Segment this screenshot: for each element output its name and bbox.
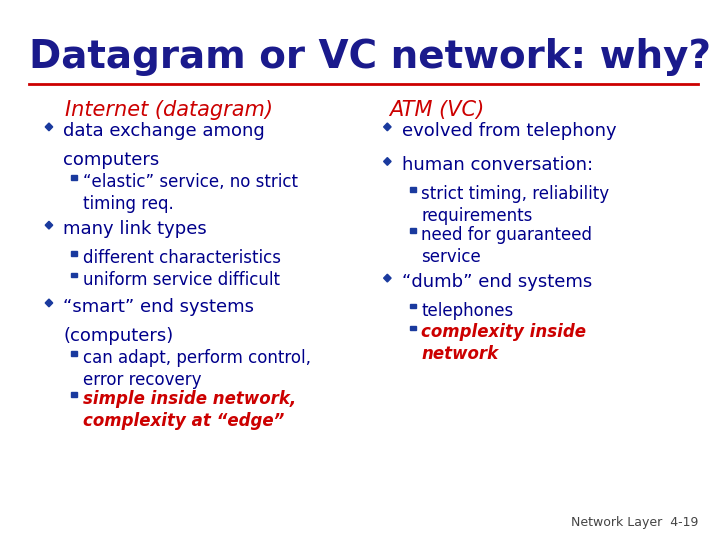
Text: timing req.: timing req. [83, 195, 174, 213]
Text: (computers): (computers) [63, 327, 174, 345]
Text: strict timing, reliability: strict timing, reliability [421, 185, 609, 203]
Text: complexity at “edge”: complexity at “edge” [83, 412, 284, 430]
Text: service: service [421, 248, 481, 266]
Text: “smart” end systems: “smart” end systems [63, 298, 254, 315]
Text: telephones: telephones [421, 302, 513, 320]
Text: human conversation:: human conversation: [402, 156, 593, 174]
Text: Internet (datagram): Internet (datagram) [65, 100, 273, 120]
Text: many link types: many link types [63, 220, 207, 238]
Text: Datagram or VC network: why?: Datagram or VC network: why? [29, 38, 711, 76]
Text: complexity inside: complexity inside [421, 323, 586, 341]
Text: Network Layer  4-19: Network Layer 4-19 [571, 516, 698, 529]
Text: evolved from telephony: evolved from telephony [402, 122, 616, 139]
Text: ATM (VC): ATM (VC) [389, 100, 484, 120]
Text: different characteristics: different characteristics [83, 249, 281, 267]
Text: “dumb” end systems: “dumb” end systems [402, 273, 592, 291]
Text: need for guaranteed: need for guaranteed [421, 226, 593, 244]
Text: error recovery: error recovery [83, 371, 202, 389]
Text: “elastic” service, no strict: “elastic” service, no strict [83, 173, 298, 191]
Text: requirements: requirements [421, 207, 533, 225]
Text: can adapt, perform control,: can adapt, perform control, [83, 349, 311, 367]
Text: network: network [421, 345, 498, 363]
Text: computers: computers [63, 151, 160, 168]
Text: uniform service difficult: uniform service difficult [83, 271, 280, 288]
Text: data exchange among: data exchange among [63, 122, 265, 139]
Text: simple inside network,: simple inside network, [83, 390, 296, 408]
